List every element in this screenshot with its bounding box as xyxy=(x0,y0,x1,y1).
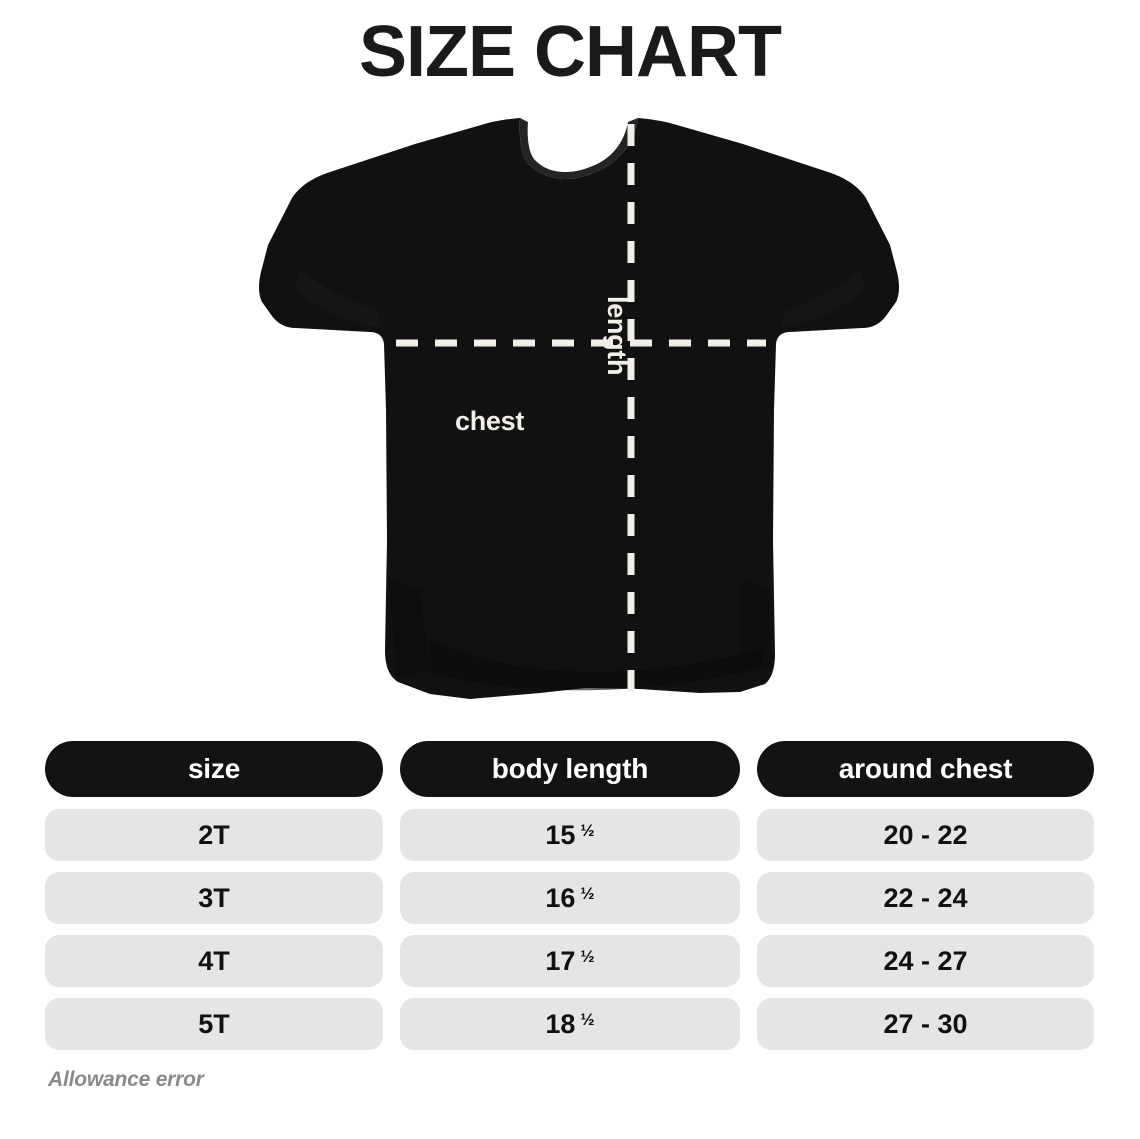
cell-body-length: 15 ½ xyxy=(400,809,740,861)
length-fraction-value: ½ xyxy=(580,947,595,966)
tshirt-icon xyxy=(259,118,899,699)
cell-around-chest: 20 - 22 xyxy=(757,809,1094,861)
table-row: 4T 17 ½ 24 - 27 xyxy=(45,935,1095,987)
cell-around-chest: 24 - 27 xyxy=(757,935,1094,987)
cell-body-length: 16 ½ xyxy=(400,872,740,924)
cell-size: 5T xyxy=(45,998,383,1050)
length-fraction-value: ½ xyxy=(580,1010,595,1029)
length-whole-value: 17 xyxy=(545,945,576,976)
column-header-around-chest: around chest xyxy=(757,741,1094,797)
length-whole-value: 15 xyxy=(545,819,576,850)
length-whole-value: 16 xyxy=(545,882,576,913)
cell-size: 2T xyxy=(45,809,383,861)
tshirt-illustration: chest length xyxy=(0,110,1140,715)
length-fraction-value: ½ xyxy=(580,821,595,840)
cell-around-chest: 22 - 24 xyxy=(757,872,1094,924)
table-row: 2T 15 ½ 20 - 22 xyxy=(45,809,1095,861)
length-fraction-value: ½ xyxy=(580,884,595,903)
table-row: 5T 18 ½ 27 - 30 xyxy=(45,998,1095,1050)
column-header-size: size xyxy=(45,741,383,797)
cell-size: 3T xyxy=(45,872,383,924)
allowance-error-note: Allowance error xyxy=(48,1068,204,1091)
length-whole-value: 18 xyxy=(545,1008,576,1039)
table-row: 3T 16 ½ 22 - 24 xyxy=(45,872,1095,924)
cell-body-length: 17 ½ xyxy=(400,935,740,987)
length-measurement-label: length xyxy=(602,296,632,376)
column-header-body-length: body length xyxy=(400,741,740,797)
chest-measurement-label: chest xyxy=(455,406,525,436)
size-table: size body length around chest 2T 15 ½ 20 … xyxy=(45,741,1095,1061)
cell-around-chest: 27 - 30 xyxy=(757,998,1094,1050)
cell-size: 4T xyxy=(45,935,383,987)
table-header-row: size body length around chest xyxy=(45,741,1095,797)
page-title: SIZE CHART xyxy=(359,12,782,92)
cell-body-length: 18 ½ xyxy=(400,998,740,1050)
